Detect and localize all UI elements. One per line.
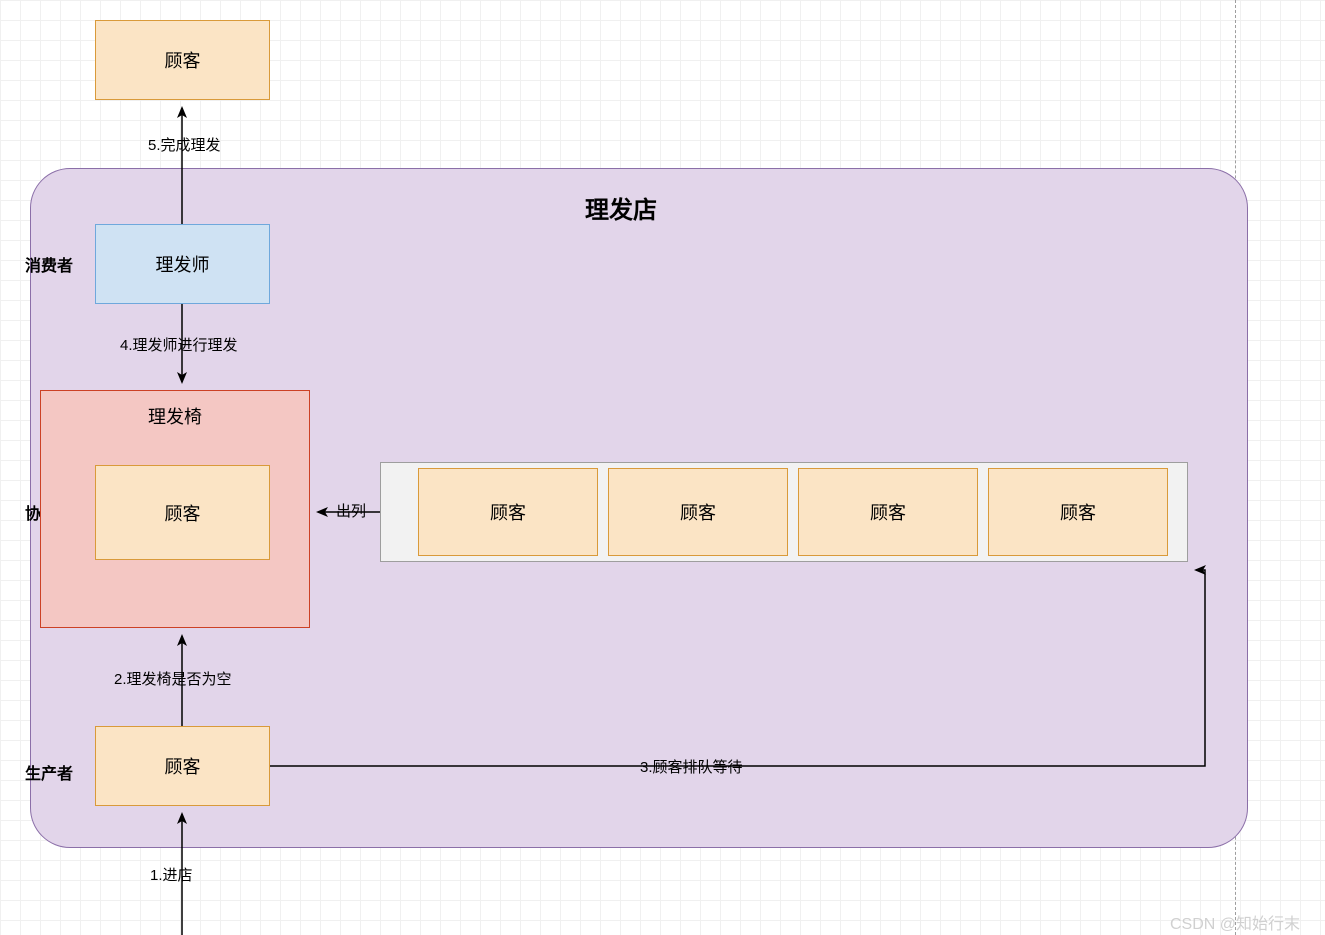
edge-label-2: 2.理发椅是否为空 [114, 668, 232, 689]
role-producer: 生产者 [25, 760, 73, 784]
role-consumer: 消费者 [25, 252, 73, 276]
watermark-text: CSDN @知始行末 [1170, 910, 1300, 934]
node-label: 顾客 [165, 47, 201, 73]
edge-label-3: 3.顾客排队等待 [640, 756, 743, 777]
node-label: 顾客 [165, 500, 201, 526]
node-label: 理发师 [156, 251, 210, 277]
node-customer-top: 顾客 [95, 20, 270, 100]
node-label: 理发椅 [148, 403, 202, 429]
node-label: 顾客 [490, 499, 526, 525]
queue-cell: 顾客 [798, 468, 978, 556]
queue-cell: 顾客 [608, 468, 788, 556]
node-barber: 理发师 [95, 224, 270, 304]
diagram-canvas: 理发店 消费者 协调者 生产者 顾客 理发师 理发椅 顾客 顾客 顾客 顾客 顾… [0, 0, 1325, 935]
edge-label-5: 5.完成理发 [148, 134, 221, 155]
edge-label-4: 4.理发师进行理发 [120, 334, 238, 355]
edge-label-1: 1.进店 [150, 864, 193, 885]
node-label: 顾客 [1060, 499, 1096, 525]
queue-cell: 顾客 [988, 468, 1168, 556]
node-customer-in-chair: 顾客 [95, 465, 270, 560]
title-barbershop: 理发店 [585, 190, 657, 225]
node-label: 顾客 [680, 499, 716, 525]
queue-cell: 顾客 [418, 468, 598, 556]
edge-label-dequeue: 出列 [336, 500, 366, 521]
node-customer-bottom: 顾客 [95, 726, 270, 806]
node-label: 顾客 [870, 499, 906, 525]
node-label: 顾客 [165, 753, 201, 779]
